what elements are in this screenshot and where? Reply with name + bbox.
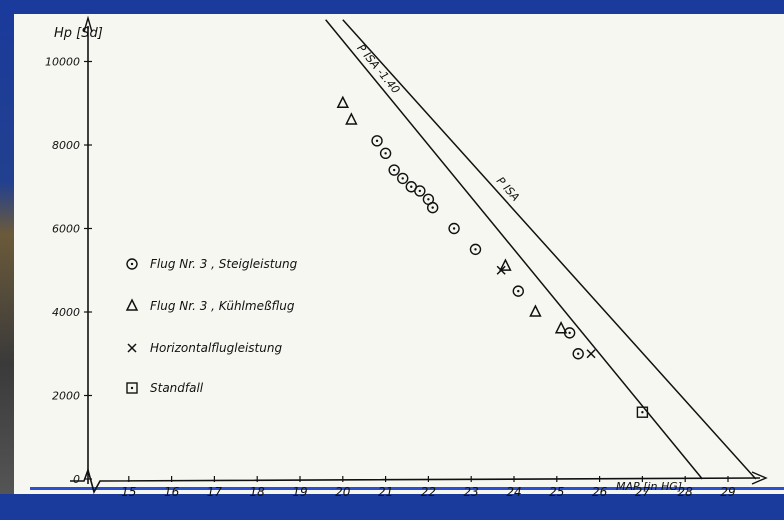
reference-line xyxy=(342,19,757,480)
reference-lines: P ISA -1.40 P ISA xyxy=(325,19,757,480)
reference-line xyxy=(325,19,703,480)
x-tick-label: 20 xyxy=(335,485,351,499)
chart-paper xyxy=(14,14,784,494)
x-tick-label: 23 xyxy=(464,485,479,499)
data-point-circle-center xyxy=(517,289,520,293)
data-point-circle-center xyxy=(568,331,571,335)
legend-label: Flug Nr. 3 , Steigleistung xyxy=(150,257,298,271)
x-tick-label: 18 xyxy=(250,485,266,499)
y-axis-label: Hp [Sd] xyxy=(54,26,103,41)
x-axis-label: MAP [in HG] xyxy=(616,480,682,493)
data-point-triangle xyxy=(529,304,542,317)
reference-line-label: P ISA -1.40 xyxy=(354,42,402,97)
legend-marker-square-center xyxy=(130,386,134,390)
x-tick-label: 16 xyxy=(164,485,180,499)
data-point-circle xyxy=(414,185,426,197)
y-tick-label: 10000 xyxy=(45,56,80,69)
x-tick-label: 19 xyxy=(292,485,307,499)
legend-marker-triangle xyxy=(125,298,139,311)
data-point-circle xyxy=(512,285,524,297)
y-tick-label: 8000 xyxy=(52,139,80,152)
y-tick-label: 6000 xyxy=(52,223,80,236)
y-tick-label: 0 xyxy=(73,473,80,486)
y-tick-label: 4000 xyxy=(52,306,80,319)
legend-marker-circle xyxy=(126,258,138,270)
x-tick-label: 24 xyxy=(506,485,521,499)
x-axis-line xyxy=(70,467,761,495)
y-axis-arrow xyxy=(83,15,93,33)
legend-label: Flug Nr. 3 , Kühlmeßflug xyxy=(150,299,295,313)
background-top xyxy=(0,0,784,14)
bottom-accent-line xyxy=(30,487,784,490)
data-point-circle xyxy=(469,243,482,256)
data-point-circle-center xyxy=(474,248,477,251)
data-point-circle-center xyxy=(410,185,413,188)
x-tick-label: 27 xyxy=(635,485,651,499)
data-point-circle xyxy=(371,135,383,147)
x-tick-label: 21 xyxy=(378,485,393,499)
data-point-circle-center xyxy=(375,139,379,143)
x-axis-arrow xyxy=(751,471,768,485)
data-point-square-center xyxy=(641,411,644,414)
data-point-x xyxy=(586,349,596,359)
x-tick-label: 22 xyxy=(421,485,436,499)
data-point-triangle xyxy=(345,112,358,125)
data-point-circle-center xyxy=(577,352,580,355)
axes: 15 16 17 18 19 20 21 22 23 24 25 26 27 28 29 10000 8000 6… xyxy=(45,15,768,499)
legend-marker-circle-center xyxy=(130,262,134,266)
data-points xyxy=(336,95,649,418)
data-point-circle-center xyxy=(418,189,422,193)
legend-marker-square xyxy=(126,382,138,394)
data-point-circle xyxy=(448,222,460,235)
data-point-circle xyxy=(379,147,392,160)
x-tick-label: 28 xyxy=(678,485,694,499)
data-point-triangle xyxy=(336,95,350,108)
data-point-square xyxy=(636,406,649,418)
x-tick-label: 25 xyxy=(549,485,564,499)
x-tick-label: 29 xyxy=(720,485,735,499)
data-point-x xyxy=(496,265,506,275)
data-point-circle xyxy=(397,172,409,185)
legend-marker-x xyxy=(127,343,137,353)
data-point-circle xyxy=(426,201,439,214)
reference-line-label: P ISA xyxy=(494,174,522,203)
legend-label: Standfall xyxy=(150,381,204,395)
data-point-triangle xyxy=(499,258,512,271)
data-point-circle-center xyxy=(452,227,456,230)
data-point-circle-center xyxy=(427,198,430,201)
legend: Flug Nr. 3 , Steigleistung Flug Nr. 3 , K… xyxy=(125,257,298,395)
legend-label: Horizontalflugleistung xyxy=(150,341,282,355)
x-tick-label: 15 xyxy=(121,485,136,499)
y-tick-label: 2000 xyxy=(52,390,80,403)
data-point-triangle xyxy=(554,321,568,334)
data-point-circle xyxy=(388,164,400,176)
background-bottom xyxy=(0,494,784,520)
data-point-circle-center xyxy=(431,206,434,209)
data-point-circle-center xyxy=(384,152,387,155)
data-point-circle-center xyxy=(401,177,404,180)
x-tick-label: 17 xyxy=(207,485,223,499)
data-point-circle-center xyxy=(392,168,396,172)
x-tick-label: 26 xyxy=(592,485,608,499)
data-point-circle xyxy=(572,348,584,360)
